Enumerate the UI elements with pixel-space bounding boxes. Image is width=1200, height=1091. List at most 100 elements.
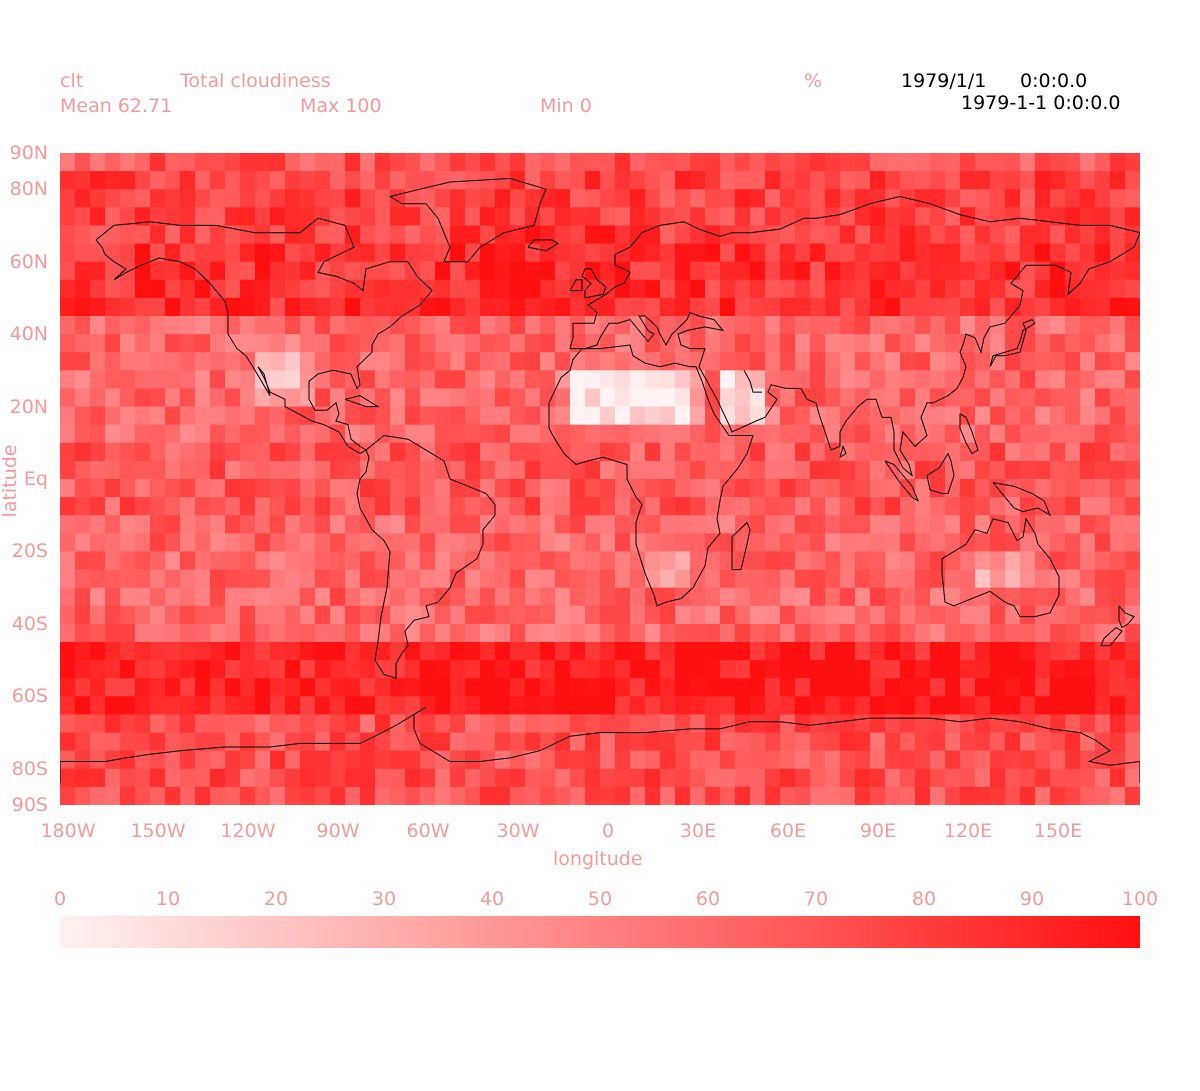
heatmap-cell — [540, 533, 556, 553]
heatmap-cell — [105, 225, 121, 245]
heatmap-cell — [780, 406, 796, 426]
heatmap-cell — [855, 460, 871, 480]
heatmap-cell — [795, 261, 811, 281]
heatmap-cell — [480, 714, 496, 734]
heatmap-cell — [1125, 189, 1140, 208]
heatmap-cell — [930, 786, 946, 805]
heatmap-cell — [765, 370, 781, 390]
heatmap-cell — [795, 153, 811, 172]
heatmap-cell — [750, 605, 766, 625]
heatmap-cell — [1035, 750, 1051, 770]
heatmap-cell — [615, 551, 631, 571]
heatmap-cell — [840, 388, 856, 408]
heatmap-cell — [630, 297, 646, 317]
heatmap-cell — [840, 551, 856, 571]
heatmap-cell — [825, 768, 841, 788]
heatmap-cell — [780, 732, 796, 752]
heatmap-cell — [795, 479, 811, 498]
heatmap-cell — [810, 605, 826, 625]
heatmap-cell — [945, 406, 961, 426]
heatmap-cell — [915, 569, 931, 589]
heatmap-cell — [105, 297, 121, 317]
heatmap-cell — [915, 623, 931, 643]
heatmap-cell — [300, 678, 316, 697]
heatmap-cell — [600, 569, 616, 589]
heatmap-cell — [360, 442, 376, 462]
heatmap-cell — [795, 569, 811, 589]
heatmap-cell — [630, 406, 646, 426]
heatmap-cell — [495, 605, 511, 625]
heatmap-cell — [840, 442, 856, 462]
heatmap-cell — [390, 551, 406, 571]
heatmap-cell — [285, 460, 301, 480]
heatmap-cell — [240, 642, 256, 661]
heatmap-cell — [540, 171, 556, 190]
heatmap-cell — [735, 605, 751, 625]
heatmap-cell — [1035, 334, 1051, 353]
heatmap-cell — [855, 171, 871, 190]
heatmap-cell — [945, 171, 961, 190]
heatmap-cell — [60, 261, 76, 281]
heatmap-cell — [780, 623, 796, 643]
heatmap-cell — [495, 171, 511, 190]
heatmap-cell — [660, 642, 676, 661]
heatmap-cell — [600, 696, 616, 716]
heatmap-cell — [60, 732, 76, 752]
heatmap-cell — [150, 587, 166, 607]
heatmap-cell — [780, 750, 796, 770]
heatmap-cell — [945, 714, 961, 734]
heatmap-cell — [810, 642, 826, 661]
heatmap-cell — [840, 352, 856, 371]
heatmap-cell — [405, 696, 421, 716]
heatmap-cell — [210, 569, 226, 589]
lon-tick-label: 150E — [1033, 820, 1083, 842]
heatmap-cell — [195, 786, 211, 805]
heatmap-cell — [570, 732, 586, 752]
heatmap-cell — [720, 207, 736, 227]
heatmap-cell — [90, 153, 106, 172]
heatmap-cell — [525, 605, 541, 625]
heatmap-cell — [705, 660, 721, 679]
heatmap-cell — [1020, 732, 1036, 752]
heatmap-cell — [225, 243, 241, 263]
heatmap-cell — [465, 732, 481, 752]
heatmap-cell — [105, 551, 121, 571]
heatmap-cell — [720, 605, 736, 625]
heatmap-cell — [150, 334, 166, 353]
heatmap-cell — [630, 460, 646, 480]
heatmap-cell — [780, 786, 796, 805]
heatmap-cell — [225, 605, 241, 625]
heatmap-cell — [720, 479, 736, 498]
heatmap-cell — [105, 786, 121, 805]
heatmap-cell — [1080, 533, 1096, 553]
heatmap-cell — [225, 442, 241, 462]
heatmap-cell — [480, 334, 496, 353]
heatmap-cell — [210, 533, 226, 553]
heatmap-cell — [1095, 279, 1111, 299]
heatmap-cell — [1125, 406, 1140, 426]
heatmap-cell — [1095, 334, 1111, 353]
heatmap-cell — [630, 424, 646, 444]
heatmap-cell — [600, 261, 616, 281]
heatmap-cell — [525, 515, 541, 534]
heatmap-cell — [330, 732, 346, 752]
heatmap-cell — [1125, 279, 1140, 299]
heatmap-cell — [555, 279, 571, 299]
heatmap-cell — [645, 786, 661, 805]
heatmap-cell — [825, 153, 841, 172]
heatmap-cell — [390, 515, 406, 534]
heatmap-cell — [345, 605, 361, 625]
heatmap-cell — [660, 605, 676, 625]
heatmap-cell — [555, 750, 571, 770]
heatmap-cell — [750, 460, 766, 480]
heatmap-cell — [105, 515, 121, 534]
heatmap-cell — [495, 678, 511, 697]
heatmap-cell — [840, 316, 856, 335]
heatmap-cell — [285, 316, 301, 335]
heatmap-cell — [765, 642, 781, 661]
heatmap-cell — [255, 207, 271, 227]
coastline-africa — [548, 344, 754, 607]
heatmap-cell — [855, 678, 871, 697]
heatmap-cell — [390, 171, 406, 190]
heatmap-cell — [240, 678, 256, 697]
